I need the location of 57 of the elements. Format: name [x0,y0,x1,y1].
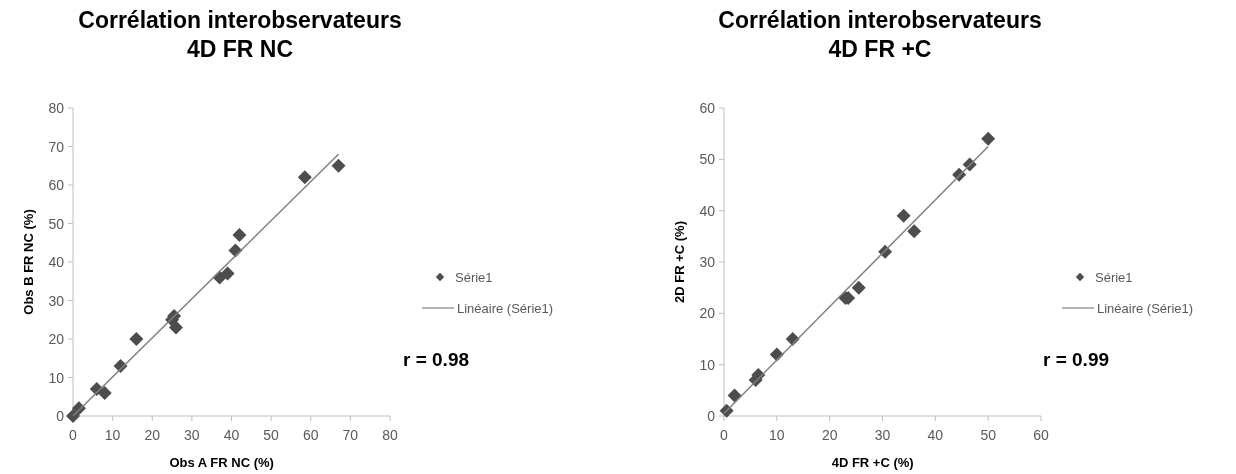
legend-label: Linéaire (Série1) [1097,301,1194,316]
legend-label: Série1 [455,270,493,285]
point [97,385,112,400]
point [896,208,911,223]
y-axis-title: 2D FR +C (%) [672,221,687,303]
y-tick-label: 70 [48,138,65,155]
x-tick-label: 0 [720,427,729,443]
x-axis-title: Obs A FR NC (%) [169,455,274,470]
x-tick-label: 80 [382,427,398,443]
x-tick-label: 10 [769,427,785,443]
x-tick-label: 20 [144,427,161,443]
chart-title: Corrélation interobservateurs 4D FR +C [718,7,1042,62]
y-tick-label: 0 [707,408,716,424]
legend-label: Linéaire (Série1) [457,301,554,316]
x-tick-label: 40 [927,427,944,443]
point [851,280,866,295]
y-tick-label: 20 [699,305,716,322]
x-tick-label: 30 [184,427,200,443]
y-tick-label: 10 [699,356,716,373]
x-tick-label: 50 [980,427,997,443]
point [907,224,922,239]
x-tick-label: 40 [223,427,240,443]
x-axis-title: 4D FR +C (%) [831,455,914,470]
point [331,158,346,173]
y-tick-label: 30 [48,292,65,309]
y-tick-label: 60 [48,177,65,193]
point [232,228,247,243]
point [220,266,235,281]
y-tick-label: 60 [699,100,716,116]
x-tick-label: 70 [342,427,359,443]
point [727,388,742,403]
y-tick-label: 0 [56,408,65,424]
x-tick-label: 10 [104,427,121,443]
legend-label: Série1 [1095,270,1133,285]
x-tick-label: 20 [821,427,838,443]
y-tick-label: 10 [48,369,65,386]
point [228,243,243,258]
y-tick-label: 50 [699,151,716,168]
x-tick-label: 0 [69,427,78,443]
y-tick-label: 40 [48,254,65,270]
text: r = 0.98 [403,349,470,370]
point [129,332,144,346]
y-tick-label: 80 [48,100,65,116]
x-tick-label: 60 [302,427,319,443]
point [297,170,312,185]
y-tick-label: 40 [699,202,716,219]
point [981,131,996,146]
y-tick-label: 30 [699,254,716,270]
y-tick-label: 50 [48,215,65,232]
x-tick-label: 50 [263,427,280,443]
x-tick-label: 30 [874,427,891,443]
y-axis-title: Obs B FR NC (%) [21,209,36,315]
y-tick-label: 20 [48,331,65,347]
point [169,320,184,335]
x-tick-label: 60 [1033,427,1049,443]
chart-title: Corrélation interobservateurs 4D FR NC [78,7,402,62]
text: r = 0.99 [1043,349,1110,370]
